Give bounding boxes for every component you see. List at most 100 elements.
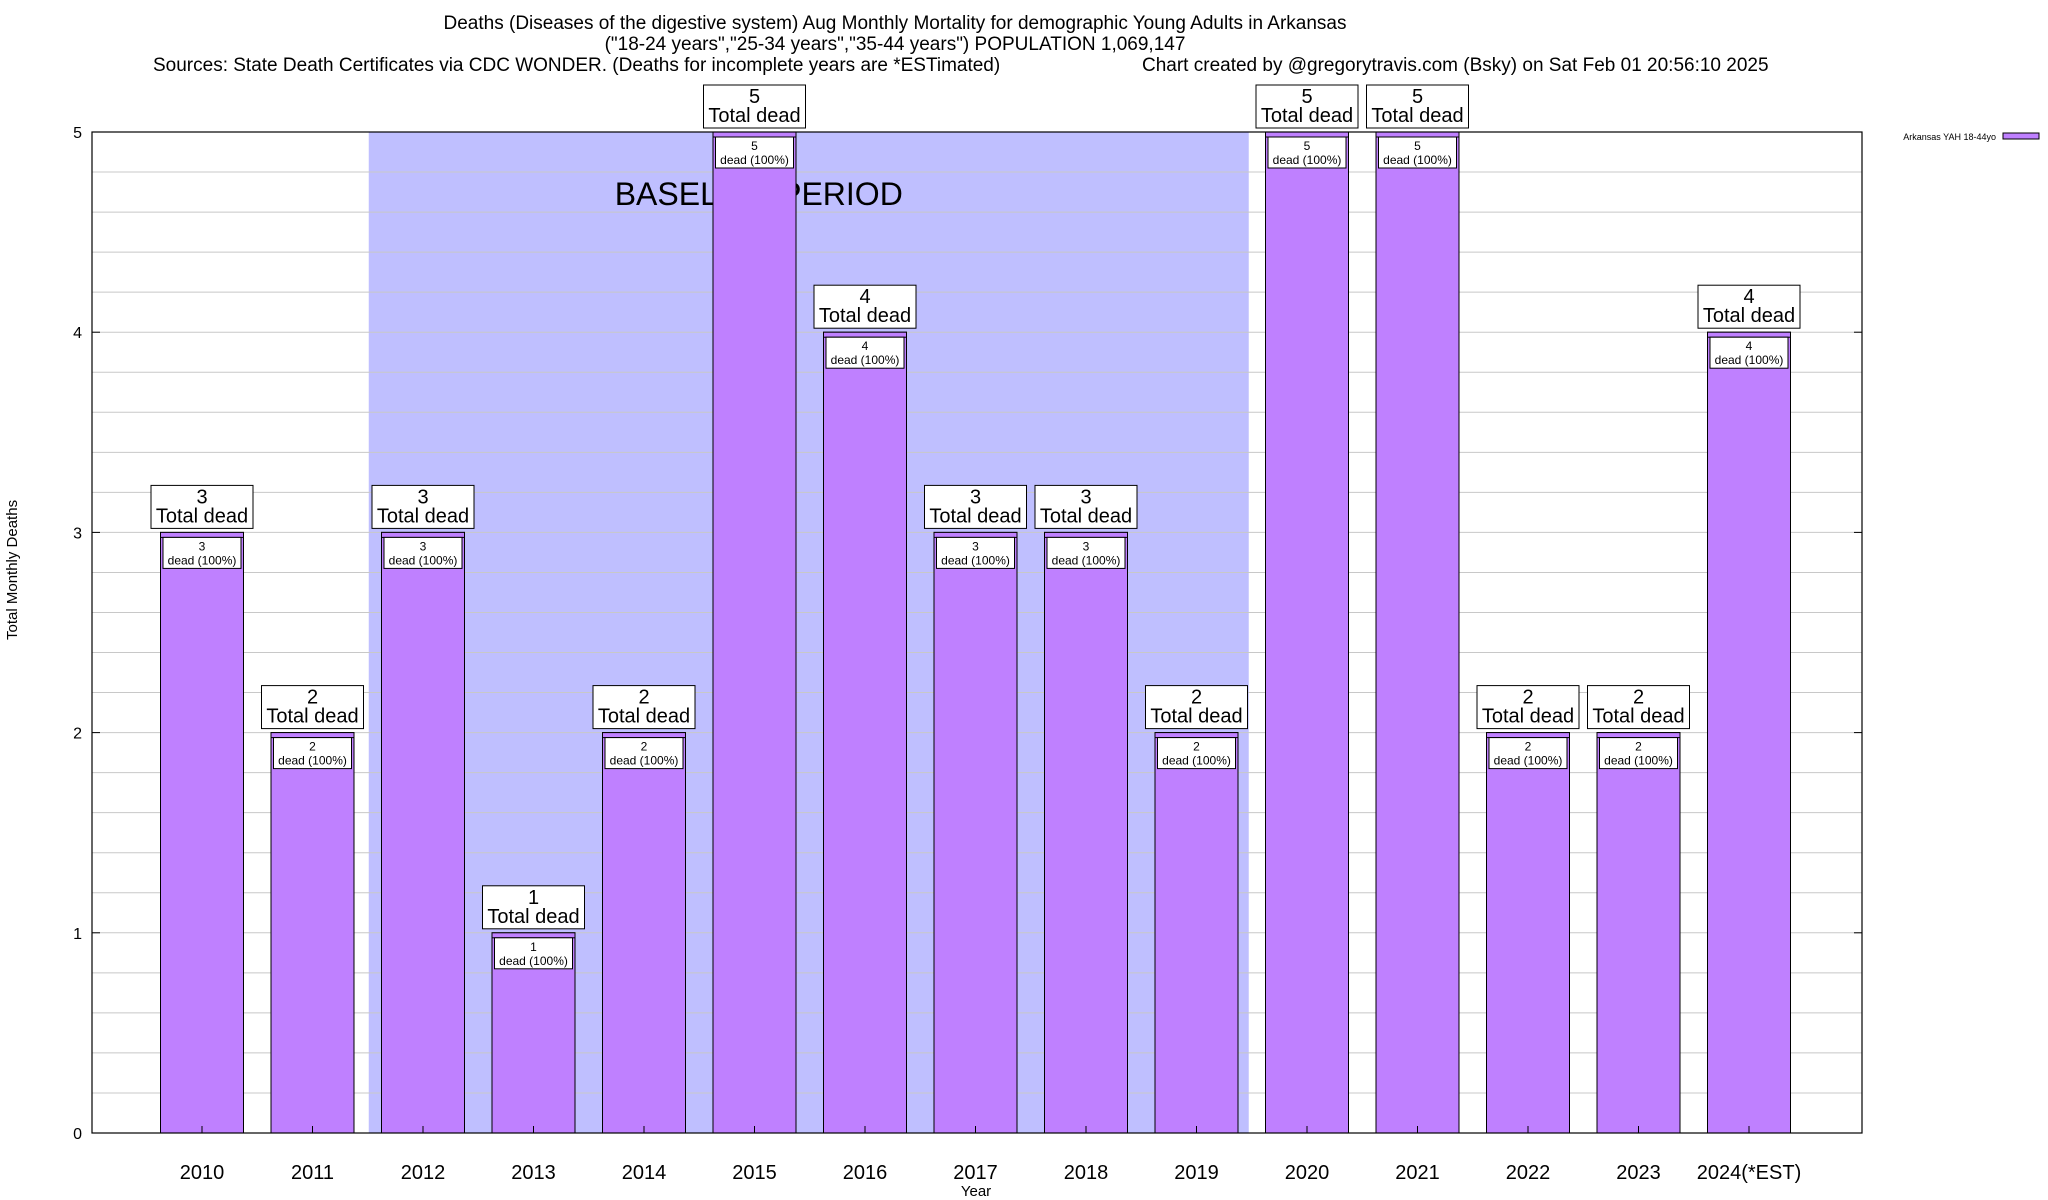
bar [1154,732,1239,1134]
x-tick-label: 2021 [1395,1162,1440,1184]
bar-cap [160,531,244,538]
total-label-count: 2 [638,687,649,709]
total-label-count: 3 [1080,486,1091,508]
chart-sources: Sources: State Death Certificates via CD… [153,55,1001,76]
total-label-text: Total dead [1703,305,1795,327]
bar [160,531,244,1134]
inner-label-count: 5 [1304,139,1311,153]
bar [381,531,465,1134]
total-label-text: Total dead [377,505,469,527]
x-axis-label: Year [961,1183,991,1200]
bar [1265,131,1349,1134]
inner-label-count: 3 [420,539,427,553]
bar-cap [933,531,1018,538]
inner-label-box [1157,737,1236,770]
inner-label-count: 4 [1746,339,1753,353]
inner-label-text: dead (100%) [1383,153,1452,167]
x-tick-label: 2024(*EST) [1697,1162,1802,1184]
x-tick-label: 2015 [732,1162,777,1184]
inner-label-count: 5 [751,139,758,153]
total-label-text: Total dead [1150,706,1242,728]
inner-label-count: 2 [1635,740,1642,754]
total-label-text: Total dead [1482,706,1574,728]
total-label-text: Total dead [819,305,911,327]
inner-label-count: 3 [1083,539,1090,553]
total-label-box [1366,84,1469,129]
total-label-box [1587,685,1690,730]
y-tick-label: 5 [73,125,82,142]
total-label-text: Total dead [929,505,1021,527]
inner-label-count: 3 [972,539,979,553]
inner-label-count: 4 [862,339,869,353]
bar [1486,732,1570,1134]
inner-label-box [383,536,463,569]
bar-cap [823,331,907,338]
x-tick-label: 2016 [843,1162,888,1184]
inner-label-text: dead (100%) [389,553,458,567]
x-tick-label: 2022 [1506,1162,1551,1184]
total-label-text: Total dead [1371,105,1463,127]
inner-label-text: dead (100%) [168,553,237,567]
inner-label-count: 2 [309,740,316,754]
inner-label-box [273,737,352,770]
inner-label-box [825,336,905,369]
bar [1596,732,1681,1134]
total-label-count: 2 [1522,687,1533,709]
bar-cap [1265,131,1349,138]
bar-cap [1154,732,1239,739]
total-label-count: 3 [417,486,428,508]
total-label-box [371,484,475,529]
total-label-text: Total dead [708,105,800,127]
total-label-text: Total dead [598,706,690,728]
y-tick-label: 2 [73,726,82,743]
total-label-count: 4 [1743,286,1754,308]
x-tick-label: 2020 [1285,1162,1330,1184]
bar [1375,131,1460,1134]
total-label-count: 2 [1633,687,1644,709]
total-label-count: 3 [970,486,981,508]
inner-label-box [1378,136,1457,169]
inner-label-box [162,536,242,569]
inner-label-count: 1 [530,940,537,954]
y-tick-label: 3 [73,525,82,542]
inner-label-text: dead (100%) [1162,754,1231,768]
total-label-count: 1 [528,887,539,909]
total-label-text: Total dead [266,706,358,728]
y-tick-label: 4 [73,325,82,342]
bar-cap [602,732,686,739]
total-label-box [703,84,806,129]
total-label-count: 3 [196,486,207,508]
inner-label-text: dead (100%) [1494,754,1563,768]
bar-cap [1486,732,1570,739]
bar [823,331,907,1134]
inner-label-count: 3 [199,539,206,553]
total-label-box [924,484,1027,529]
total-label-box [1697,284,1801,329]
legend-swatch [2002,132,2040,140]
inner-label-box [604,737,684,770]
inner-label-box [1046,536,1126,569]
x-tick-label: 2013 [511,1162,556,1184]
inner-label-count: 5 [1414,139,1421,153]
total-label-box [1476,685,1580,730]
inner-label-text: dead (100%) [1604,754,1673,768]
total-label-text: Total dead [1040,505,1132,527]
bar [712,131,797,1134]
x-tick-label: 2019 [1174,1162,1219,1184]
chart-credit: Chart created by @gregorytravis.com (Bsk… [1142,55,1769,76]
total-label-box [482,885,585,930]
total-label-count: 5 [1301,86,1312,108]
inner-label-text: dead (100%) [720,153,789,167]
inner-label-box [1709,336,1789,369]
inner-label-text: dead (100%) [499,954,568,968]
inner-label-text: dead (100%) [1052,553,1121,567]
x-tick-label: 2012 [401,1162,446,1184]
bar [1044,531,1128,1134]
y-tick-label: 0 [73,1126,82,1143]
inner-label-count: 2 [1525,740,1532,754]
total-label-box [150,484,254,529]
x-tick-label: 2014 [622,1162,667,1184]
total-label-box [261,685,364,730]
inner-label-box [715,136,794,169]
